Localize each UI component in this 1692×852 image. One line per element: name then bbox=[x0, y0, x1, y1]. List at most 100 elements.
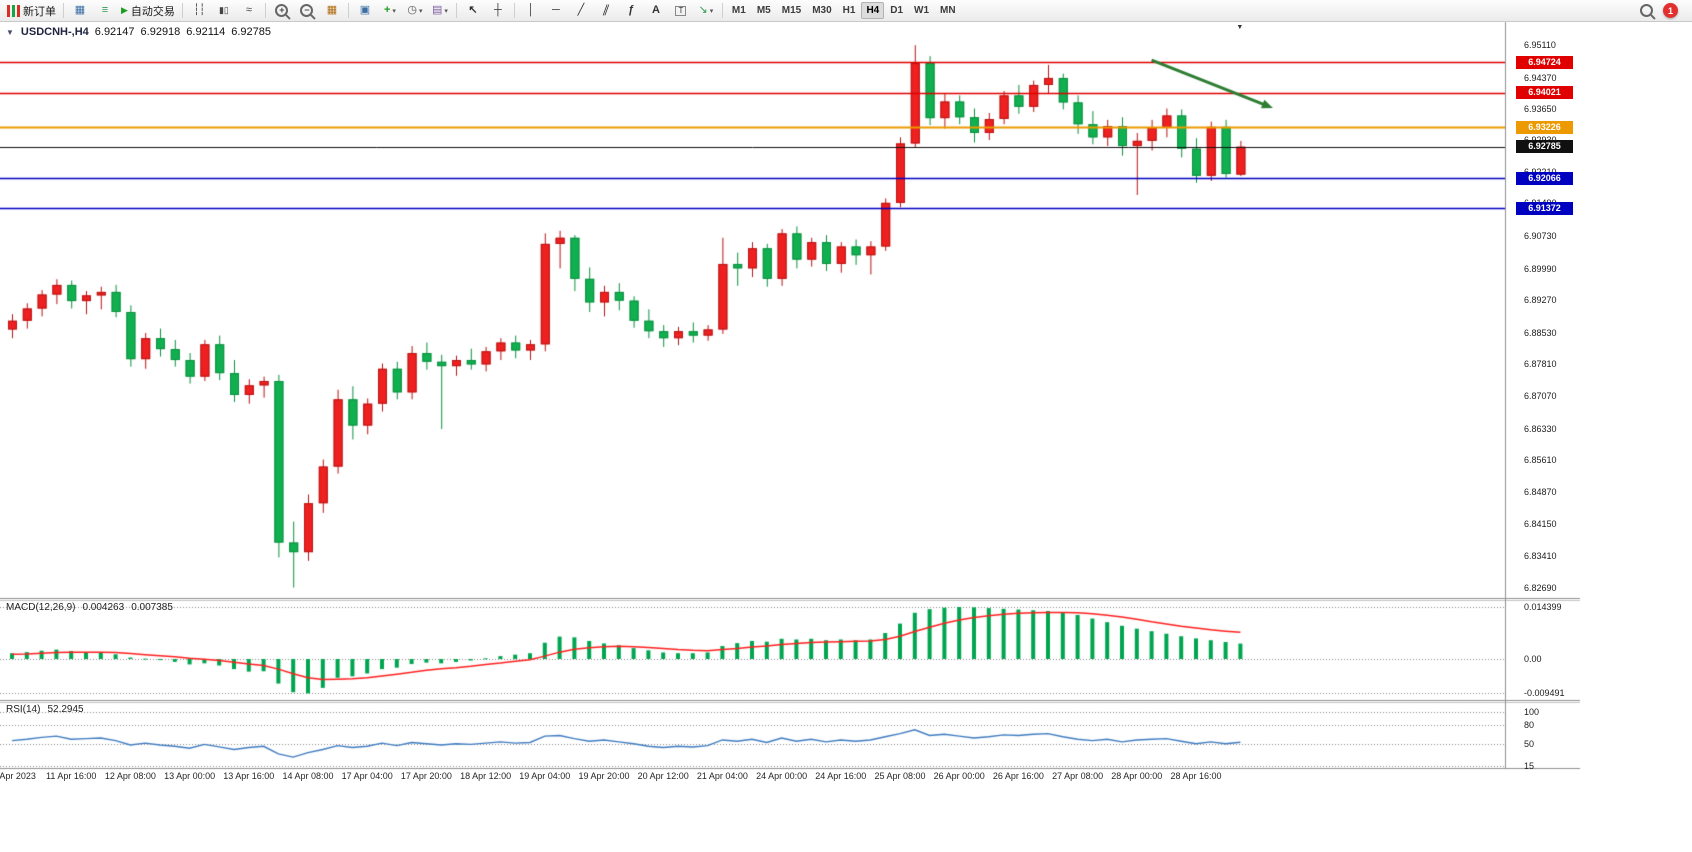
toolbar-separator bbox=[181, 3, 183, 18]
crosshair-button[interactable]: ┼ bbox=[486, 2, 510, 20]
timeframe-h4-button[interactable]: H4 bbox=[861, 2, 885, 19]
time-axis-label: 19 Apr 20:00 bbox=[578, 771, 630, 781]
tile-windows-icon: ▦ bbox=[326, 4, 338, 16]
cursor-icon: ↖ bbox=[468, 4, 478, 16]
price-axis-label: 6.88530 bbox=[1524, 327, 1557, 338]
time-axis-label: 24 Apr 00:00 bbox=[756, 771, 808, 781]
price-level-tag: 6.94021 bbox=[1516, 86, 1573, 100]
time-axis-label: 17 Apr 04:00 bbox=[341, 771, 393, 781]
text-label-tool-button[interactable]: T bbox=[669, 2, 693, 20]
ohl-high-value: 6.92918 bbox=[140, 26, 181, 38]
price-level-tag: 6.93226 bbox=[1516, 120, 1573, 134]
price-axis-label: 6.87070 bbox=[1524, 391, 1557, 402]
horizontal-line-icon: ─ bbox=[552, 4, 560, 16]
chevron-down-icon: ▾ bbox=[444, 7, 448, 15]
notification-badge[interactable]: 1 bbox=[1663, 3, 1678, 18]
crosshair-icon: ┼ bbox=[494, 4, 502, 16]
time-axis-label: 19 Apr 04:00 bbox=[519, 771, 571, 781]
tile-windows-button[interactable]: ▦ bbox=[320, 2, 344, 20]
toolbar-right-group: 1 bbox=[1640, 3, 1688, 18]
zoom-in-icon: + bbox=[275, 4, 289, 17]
trendline-icon: ╱ bbox=[577, 4, 585, 16]
bar-chart-type-button[interactable]: ┆┆ bbox=[187, 2, 211, 20]
rsi-axis-label: 100 bbox=[1524, 707, 1540, 717]
toolbar-separator bbox=[63, 3, 64, 18]
bar-chart-icon: ┆┆ bbox=[193, 4, 205, 16]
timeframe-m1-button[interactable]: M1 bbox=[731, 5, 746, 16]
line-chart-type-button[interactable]: ≈ bbox=[237, 2, 261, 20]
horizontal-line-tool-button[interactable]: ─ bbox=[544, 2, 568, 20]
rsi-label: RSI(14) bbox=[6, 704, 41, 715]
timeframe-m30-button[interactable]: M30 bbox=[812, 5, 832, 16]
time-axis-label: 27 Apr 08:00 bbox=[1052, 771, 1104, 781]
text-label-icon: T bbox=[675, 5, 687, 16]
fibonacci-tool-button[interactable]: ƒ bbox=[619, 2, 643, 20]
vertical-line-tool-button[interactable]: │ bbox=[519, 2, 543, 20]
fibonacci-icon: ƒ bbox=[627, 4, 634, 16]
line-chart-icon: ≈ bbox=[245, 4, 252, 16]
timeframe-d1-button[interactable]: D1 bbox=[890, 5, 904, 16]
channel-tool-button[interactable]: ∥ bbox=[594, 2, 618, 20]
time-axis-label: 25 Apr 08:00 bbox=[874, 771, 926, 781]
time-axis-label: 13 Apr 00:00 bbox=[164, 771, 216, 781]
charts-window-icon: ▦ bbox=[74, 4, 86, 16]
clock-icon: ◷ bbox=[407, 4, 417, 16]
timeframe-h1-button[interactable]: H1 bbox=[842, 5, 856, 16]
candle-chart-type-button[interactable]: ▮▯ bbox=[212, 2, 236, 20]
zoom-in-button[interactable]: + bbox=[270, 2, 294, 20]
search-icon[interactable] bbox=[1640, 4, 1653, 17]
new-order-button[interactable]: 新订单 bbox=[4, 2, 59, 20]
time-axis-label: 28 Apr 16:00 bbox=[1170, 771, 1222, 781]
price-axis-label: 6.93650 bbox=[1524, 103, 1557, 114]
market-watch-button[interactable]: ≡ bbox=[93, 2, 117, 20]
rsi-axis-label: 80 bbox=[1524, 719, 1535, 730]
toolbar-separator bbox=[513, 3, 515, 18]
cascade-windows-button[interactable]: ▣ bbox=[353, 2, 377, 20]
price-axis-label: 6.90730 bbox=[1524, 231, 1557, 242]
macd-axis-label: -0.009491 bbox=[1524, 688, 1565, 699]
arrows-palette-button[interactable]: ↘ ▾ bbox=[694, 2, 718, 20]
macd-header: MACD(12,26,9) 0.004263 0.007385 bbox=[6, 602, 173, 613]
timeframe-w1-button[interactable]: W1 bbox=[914, 5, 930, 16]
time-axis-label: 26 Apr 00:00 bbox=[933, 771, 985, 781]
timeframe-m15-button[interactable]: M15 bbox=[781, 5, 802, 16]
price-axis-label: 6.87810 bbox=[1524, 358, 1557, 369]
chevron-down-icon: ▾ bbox=[709, 7, 714, 15]
chevron-down-icon: ▾ bbox=[392, 7, 396, 15]
zoom-out-icon: − bbox=[300, 4, 314, 17]
time-axis-label: 18 Apr 12:00 bbox=[460, 771, 512, 781]
charts-window-button[interactable]: ▦ bbox=[68, 2, 92, 20]
templates-button[interactable]: ▤ ▾ bbox=[428, 2, 452, 20]
autotrade-label: 自动交易 bbox=[130, 5, 175, 18]
zoom-out-button[interactable]: − bbox=[295, 2, 319, 20]
price-level-tag: 6.92785 bbox=[1516, 140, 1573, 154]
autotrade-button[interactable]: ▶ 自动交易 bbox=[118, 2, 178, 20]
new-order-label: 新订单 bbox=[23, 5, 56, 18]
text-tool-button[interactable]: A bbox=[644, 2, 668, 20]
chevron-down-icon: ▾ bbox=[418, 7, 423, 15]
toolbar-separator bbox=[455, 3, 457, 18]
symbol-period-label: USDCNH-,H4 bbox=[20, 26, 89, 38]
price-level-tag: 6.92066 bbox=[1516, 171, 1573, 185]
rsi-axis-label: 50 bbox=[1524, 738, 1535, 749]
autotrade-play-icon: ▶ bbox=[121, 5, 128, 15]
trendline-tool-button[interactable]: ╱ bbox=[569, 2, 593, 20]
template-icon: ▤ bbox=[431, 4, 443, 16]
cursor-button[interactable]: ↖ bbox=[461, 2, 485, 20]
indicators-button[interactable]: + ▾ bbox=[378, 2, 402, 20]
market-watch-icon: ≡ bbox=[101, 4, 109, 16]
one-click-trading-toggle-icon[interactable]: ▼ bbox=[6, 27, 14, 37]
price-axis-label: 6.89270 bbox=[1524, 295, 1557, 306]
periods-button[interactable]: ◷ ▾ bbox=[403, 2, 427, 20]
text-icon: A bbox=[651, 4, 660, 16]
arrows-palette-icon: ↘ bbox=[698, 4, 708, 16]
timeframe-m5-button[interactable]: M5 bbox=[756, 5, 771, 16]
time-axis-label: 28 Apr 00:00 bbox=[1111, 771, 1163, 781]
time-axis-label: 26 Apr 16:00 bbox=[992, 771, 1044, 781]
price-level-tag: 6.94724 bbox=[1516, 55, 1573, 69]
chart-shift-marker[interactable]: ▼ bbox=[1236, 24, 1244, 31]
timeframe-mn-button[interactable]: MN bbox=[940, 5, 956, 16]
price-axis-label: 6.95110 bbox=[1524, 40, 1556, 51]
